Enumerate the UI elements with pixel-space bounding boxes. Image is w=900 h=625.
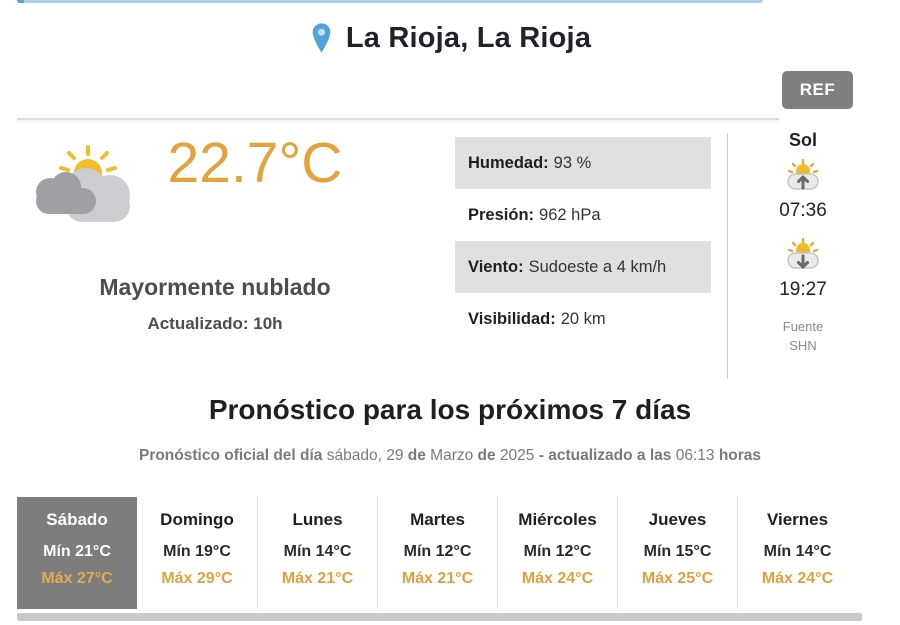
mostly-cloudy-icon — [26, 140, 136, 241]
day-col-martes[interactable]: Martes Mín 12°C Máx 21°C — [377, 497, 497, 609]
humidity-row: Humedad: 93 % — [455, 137, 711, 189]
subtitle-part: 2025 — [499, 447, 539, 464]
subtitle-part: Marzo — [430, 447, 478, 464]
sunset-time: 19:27 — [779, 279, 827, 300]
location-pin-icon — [309, 22, 334, 54]
vertical-divider — [727, 133, 728, 379]
day-max: Máx 21°C — [281, 570, 354, 587]
day-col-miercoles[interactable]: Miércoles Mín 12°C Máx 24°C — [497, 497, 617, 609]
source-label: Fuente SHN — [748, 317, 858, 355]
day-max: Máx 27°C — [41, 570, 113, 587]
day-name: Martes — [410, 510, 465, 529]
day-max: Máx 24°C — [761, 570, 834, 587]
subtitle-part: 06:13 — [675, 447, 719, 464]
humidity-label: Humedad: — [468, 153, 549, 172]
day-min: Mín 21°C — [43, 543, 111, 560]
forecast-subtitle: Pronóstico oficial del día sábado, 29 de… — [0, 447, 900, 465]
day-col-sabado[interactable]: Sábado Mín 21°C Máx 27°C — [17, 497, 137, 609]
pressure-row: Presión: 962 hPa — [455, 189, 711, 241]
pressure-label: Presión: — [468, 205, 535, 224]
last-updated: Actualizado: 10h — [147, 314, 283, 333]
day-min: Mín 12°C — [403, 543, 472, 560]
day-min: Mín 14°C — [283, 543, 352, 560]
subtitle-part: Pronóstico oficial del día — [138, 447, 327, 464]
pressure-value: 962 hPa — [539, 205, 601, 224]
day-max: Máx 21°C — [401, 570, 474, 587]
page-title: La Rioja, La Rioja — [345, 21, 592, 54]
day-col-viernes[interactable]: Viernes Mín 14°C Máx 24°C — [737, 497, 857, 609]
day-name: Miércoles — [518, 510, 597, 529]
day-name: Jueves — [648, 510, 707, 529]
day-col-jueves[interactable]: Jueves Mín 15°C Máx 25°C — [617, 497, 737, 609]
sun-panel: Sol 07:36 — [748, 130, 858, 355]
day-min: Mín 14°C — [763, 543, 832, 560]
sun-title: Sol — [788, 130, 817, 150]
visibility-label: Visibilidad: — [468, 309, 556, 328]
ref-button[interactable]: REF — [782, 71, 853, 109]
subtitle-part: de — [407, 447, 431, 464]
subtitle-part: sábado, 29 — [326, 447, 408, 464]
source-line1: Fuente — [782, 319, 824, 334]
day-col-domingo[interactable]: Domingo Mín 19°C Máx 29°C — [137, 497, 257, 609]
subtitle-part: horas — [718, 447, 762, 464]
current-temperature: 22.7°C — [167, 131, 343, 195]
day-name: Sábado — [46, 510, 108, 529]
day-col-lunes[interactable]: Lunes Mín 14°C Máx 21°C — [257, 497, 377, 609]
day-min: Mín 12°C — [523, 543, 592, 560]
visibility-value: 20 km — [560, 309, 606, 328]
top-border-line — [17, 0, 763, 3]
forecast-title: Pronóstico para los próximos 7 días — [208, 394, 692, 425]
day-name: Viernes — [766, 510, 829, 529]
day-name: Domingo — [160, 510, 234, 529]
header: La Rioja, La Rioja — [0, 16, 900, 60]
subtitle-part: de — [477, 447, 500, 464]
source-line2: SHN — [789, 338, 817, 353]
forecast-table: Sábado Mín 21°C Máx 27°C Domingo Mín 19°… — [17, 497, 858, 609]
subtitle-part: - actualizado a las — [538, 447, 676, 464]
horizontal-scrollbar[interactable] — [17, 613, 862, 621]
current-condition: Mayormente nublado — [99, 274, 331, 300]
wind-label: Viento: — [468, 257, 524, 276]
sunrise-icon — [748, 158, 858, 198]
header-divider — [17, 118, 779, 120]
day-max: Máx 24°C — [521, 570, 594, 587]
wind-row: Viento: Sudoeste a 4 km/h — [455, 241, 711, 293]
visibility-row: Visibilidad: 20 km — [455, 293, 711, 345]
sunrise-time: 07:36 — [779, 200, 827, 221]
sunset-icon — [748, 237, 858, 277]
humidity-value: 93 % — [553, 153, 592, 172]
day-min: Mín 15°C — [643, 543, 712, 560]
details-panel: Humedad: 93 % Presión: 962 hPa Viento: S… — [455, 137, 711, 345]
day-max: Máx 25°C — [641, 570, 714, 587]
day-max: Máx 29°C — [161, 570, 233, 587]
wind-value: Sudoeste a 4 km/h — [528, 257, 667, 276]
day-name: Lunes — [292, 510, 343, 529]
day-min: Mín 19°C — [163, 543, 231, 560]
